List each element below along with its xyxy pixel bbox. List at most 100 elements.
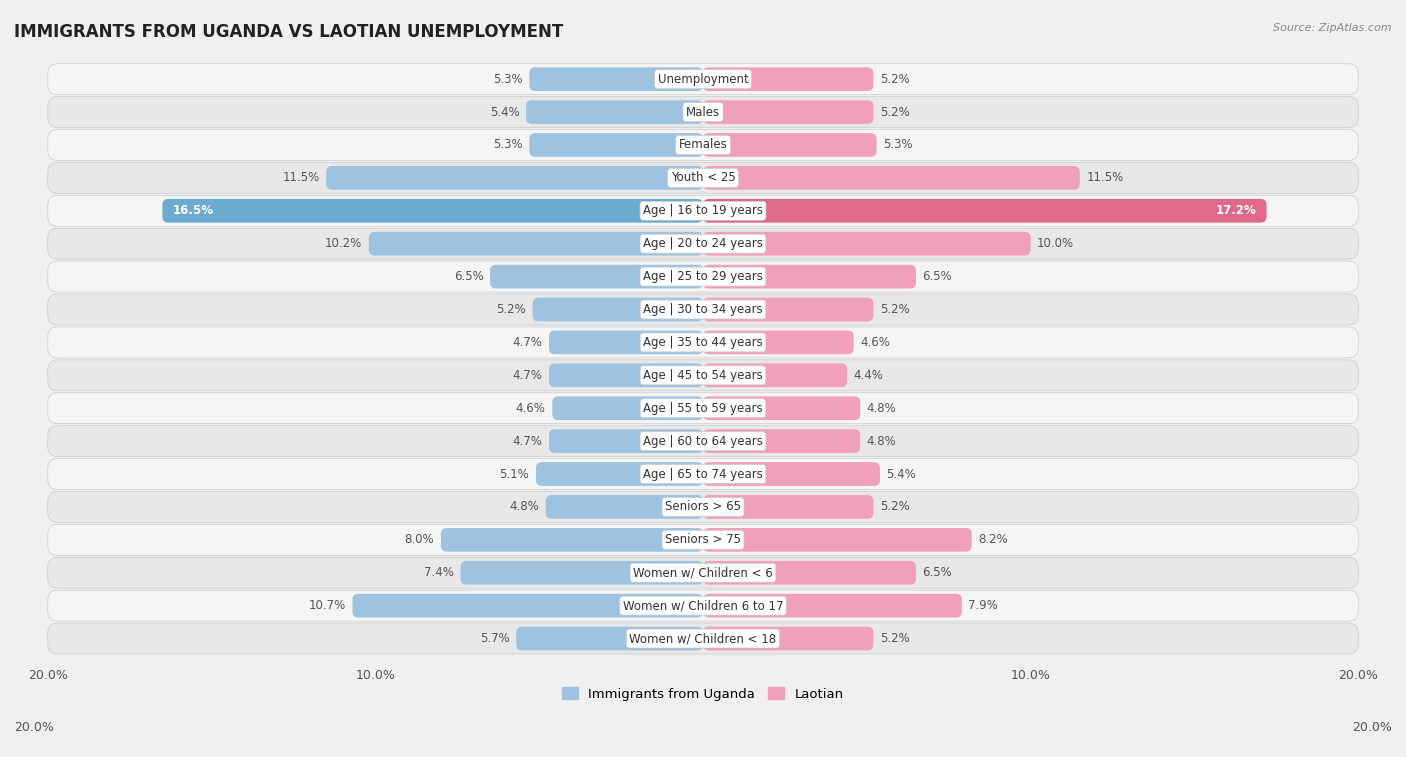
FancyBboxPatch shape bbox=[703, 495, 873, 519]
Text: Age | 35 to 44 years: Age | 35 to 44 years bbox=[643, 336, 763, 349]
Text: Age | 60 to 64 years: Age | 60 to 64 years bbox=[643, 435, 763, 447]
FancyBboxPatch shape bbox=[703, 627, 873, 650]
FancyBboxPatch shape bbox=[703, 561, 915, 584]
FancyBboxPatch shape bbox=[703, 429, 860, 453]
FancyBboxPatch shape bbox=[48, 557, 1358, 588]
Text: 6.5%: 6.5% bbox=[454, 270, 484, 283]
FancyBboxPatch shape bbox=[703, 265, 915, 288]
Text: Females: Females bbox=[679, 139, 727, 151]
FancyBboxPatch shape bbox=[526, 100, 703, 124]
Text: 4.8%: 4.8% bbox=[868, 435, 897, 447]
Text: Seniors > 65: Seniors > 65 bbox=[665, 500, 741, 513]
FancyBboxPatch shape bbox=[326, 166, 703, 190]
FancyBboxPatch shape bbox=[516, 627, 703, 650]
Text: 11.5%: 11.5% bbox=[1087, 171, 1123, 185]
FancyBboxPatch shape bbox=[163, 199, 703, 223]
Text: Women w/ Children < 6: Women w/ Children < 6 bbox=[633, 566, 773, 579]
Text: 4.6%: 4.6% bbox=[516, 402, 546, 415]
Text: 10.7%: 10.7% bbox=[309, 599, 346, 612]
Text: 17.2%: 17.2% bbox=[1216, 204, 1257, 217]
FancyBboxPatch shape bbox=[548, 363, 703, 387]
Text: Age | 55 to 59 years: Age | 55 to 59 years bbox=[643, 402, 763, 415]
FancyBboxPatch shape bbox=[48, 590, 1358, 621]
Text: 6.5%: 6.5% bbox=[922, 566, 952, 579]
FancyBboxPatch shape bbox=[703, 232, 1031, 256]
Text: 4.7%: 4.7% bbox=[513, 369, 543, 382]
Text: 7.9%: 7.9% bbox=[969, 599, 998, 612]
FancyBboxPatch shape bbox=[48, 163, 1358, 193]
FancyBboxPatch shape bbox=[368, 232, 703, 256]
FancyBboxPatch shape bbox=[703, 100, 873, 124]
FancyBboxPatch shape bbox=[530, 133, 703, 157]
Text: IMMIGRANTS FROM UGANDA VS LAOTIAN UNEMPLOYMENT: IMMIGRANTS FROM UGANDA VS LAOTIAN UNEMPL… bbox=[14, 23, 564, 41]
FancyBboxPatch shape bbox=[48, 393, 1358, 424]
Text: 5.3%: 5.3% bbox=[494, 73, 523, 86]
FancyBboxPatch shape bbox=[703, 363, 848, 387]
FancyBboxPatch shape bbox=[703, 528, 972, 552]
FancyBboxPatch shape bbox=[548, 429, 703, 453]
Text: 10.0%: 10.0% bbox=[1038, 237, 1074, 251]
Text: 4.8%: 4.8% bbox=[868, 402, 897, 415]
Text: 4.7%: 4.7% bbox=[513, 435, 543, 447]
FancyBboxPatch shape bbox=[48, 228, 1358, 259]
FancyBboxPatch shape bbox=[703, 166, 1080, 190]
Text: 10.2%: 10.2% bbox=[325, 237, 363, 251]
Text: Age | 16 to 19 years: Age | 16 to 19 years bbox=[643, 204, 763, 217]
Text: 5.2%: 5.2% bbox=[880, 500, 910, 513]
FancyBboxPatch shape bbox=[703, 199, 1267, 223]
Text: 4.8%: 4.8% bbox=[509, 500, 538, 513]
Text: 8.0%: 8.0% bbox=[405, 534, 434, 547]
FancyBboxPatch shape bbox=[48, 491, 1358, 522]
Text: 5.2%: 5.2% bbox=[496, 303, 526, 316]
FancyBboxPatch shape bbox=[703, 397, 860, 420]
FancyBboxPatch shape bbox=[548, 331, 703, 354]
Text: Source: ZipAtlas.com: Source: ZipAtlas.com bbox=[1274, 23, 1392, 33]
Text: Women w/ Children < 18: Women w/ Children < 18 bbox=[630, 632, 776, 645]
Text: Age | 30 to 34 years: Age | 30 to 34 years bbox=[643, 303, 763, 316]
FancyBboxPatch shape bbox=[48, 195, 1358, 226]
Text: 5.2%: 5.2% bbox=[880, 632, 910, 645]
Text: 4.7%: 4.7% bbox=[513, 336, 543, 349]
FancyBboxPatch shape bbox=[441, 528, 703, 552]
Text: 5.2%: 5.2% bbox=[880, 105, 910, 119]
FancyBboxPatch shape bbox=[48, 129, 1358, 160]
FancyBboxPatch shape bbox=[703, 298, 873, 322]
FancyBboxPatch shape bbox=[703, 593, 962, 618]
FancyBboxPatch shape bbox=[48, 459, 1358, 490]
FancyBboxPatch shape bbox=[48, 97, 1358, 127]
Text: 5.4%: 5.4% bbox=[886, 468, 917, 481]
FancyBboxPatch shape bbox=[48, 327, 1358, 358]
FancyBboxPatch shape bbox=[703, 331, 853, 354]
Text: 5.4%: 5.4% bbox=[489, 105, 520, 119]
FancyBboxPatch shape bbox=[703, 67, 873, 91]
Text: 5.7%: 5.7% bbox=[479, 632, 510, 645]
Legend: Immigrants from Uganda, Laotian: Immigrants from Uganda, Laotian bbox=[557, 682, 849, 706]
Text: 7.4%: 7.4% bbox=[425, 566, 454, 579]
FancyBboxPatch shape bbox=[703, 133, 876, 157]
FancyBboxPatch shape bbox=[48, 623, 1358, 654]
Text: 5.3%: 5.3% bbox=[494, 139, 523, 151]
FancyBboxPatch shape bbox=[553, 397, 703, 420]
Text: 5.2%: 5.2% bbox=[880, 73, 910, 86]
FancyBboxPatch shape bbox=[48, 425, 1358, 456]
Text: 11.5%: 11.5% bbox=[283, 171, 319, 185]
Text: 4.4%: 4.4% bbox=[853, 369, 883, 382]
Text: 16.5%: 16.5% bbox=[173, 204, 214, 217]
FancyBboxPatch shape bbox=[48, 294, 1358, 325]
FancyBboxPatch shape bbox=[48, 525, 1358, 556]
Text: Age | 45 to 54 years: Age | 45 to 54 years bbox=[643, 369, 763, 382]
Text: Unemployment: Unemployment bbox=[658, 73, 748, 86]
FancyBboxPatch shape bbox=[536, 463, 703, 486]
Text: Age | 20 to 24 years: Age | 20 to 24 years bbox=[643, 237, 763, 251]
FancyBboxPatch shape bbox=[546, 495, 703, 519]
Text: 4.6%: 4.6% bbox=[860, 336, 890, 349]
Text: Age | 25 to 29 years: Age | 25 to 29 years bbox=[643, 270, 763, 283]
Text: 5.1%: 5.1% bbox=[499, 468, 530, 481]
Text: 20.0%: 20.0% bbox=[1353, 721, 1392, 734]
FancyBboxPatch shape bbox=[48, 64, 1358, 95]
Text: Males: Males bbox=[686, 105, 720, 119]
Text: 5.3%: 5.3% bbox=[883, 139, 912, 151]
FancyBboxPatch shape bbox=[533, 298, 703, 322]
Text: 20.0%: 20.0% bbox=[14, 721, 53, 734]
FancyBboxPatch shape bbox=[48, 360, 1358, 391]
